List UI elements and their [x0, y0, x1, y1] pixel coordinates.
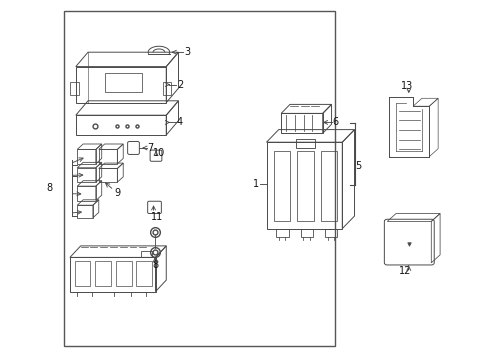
- Bar: [70, 257, 155, 292]
- Text: 4: 4: [177, 117, 183, 127]
- Text: 9: 9: [114, 188, 120, 198]
- Bar: [297, 151, 313, 221]
- Text: 7: 7: [147, 143, 154, 153]
- Bar: [273, 151, 290, 221]
- Text: 5: 5: [354, 161, 361, 171]
- Bar: [76, 115, 166, 135]
- Text: 12: 12: [398, 266, 410, 276]
- Bar: [325, 229, 337, 237]
- Bar: [295, 139, 315, 148]
- Bar: [76, 67, 166, 103]
- Text: 3: 3: [183, 47, 190, 57]
- Text: 10: 10: [152, 148, 164, 158]
- Bar: [77, 186, 96, 201]
- Text: 8: 8: [152, 260, 159, 270]
- Bar: [105, 73, 142, 92]
- Text: 13: 13: [400, 81, 412, 91]
- Bar: [163, 82, 170, 95]
- Bar: [77, 205, 93, 218]
- Bar: [95, 261, 111, 286]
- Bar: [77, 149, 96, 164]
- Bar: [99, 168, 117, 182]
- Bar: [320, 151, 337, 221]
- Text: 8: 8: [46, 183, 53, 193]
- Text: 2: 2: [177, 80, 183, 90]
- Bar: [75, 261, 90, 286]
- Bar: [281, 113, 322, 133]
- Bar: [136, 261, 152, 286]
- Text: 11: 11: [150, 212, 163, 222]
- Bar: [70, 82, 79, 95]
- Bar: [77, 168, 96, 182]
- Bar: [99, 149, 117, 164]
- Bar: [141, 251, 151, 257]
- Text: 1: 1: [252, 179, 259, 189]
- Bar: [63, 11, 334, 346]
- Bar: [276, 229, 288, 237]
- Bar: [300, 229, 312, 237]
- Bar: [116, 261, 131, 286]
- Text: 6: 6: [332, 117, 338, 127]
- Bar: [266, 142, 342, 229]
